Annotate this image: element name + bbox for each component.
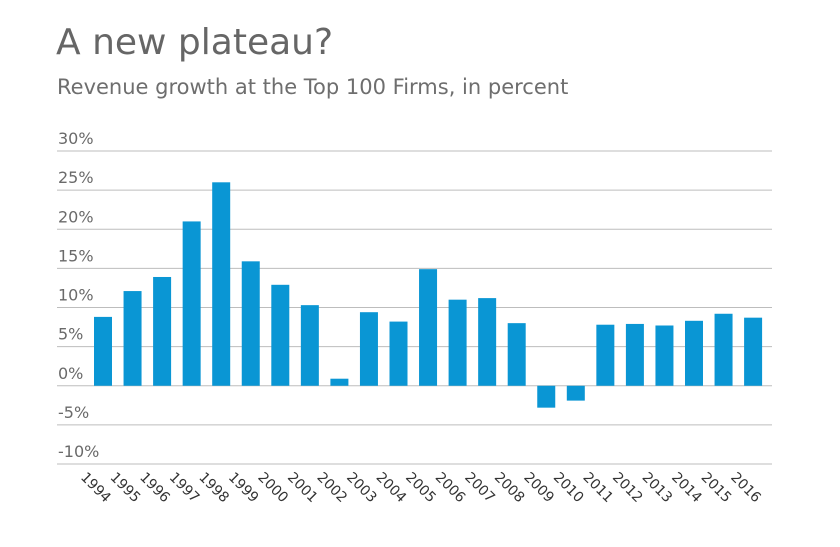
x-tick-label: 2015 bbox=[698, 470, 735, 507]
bar-2011 bbox=[596, 324, 615, 386]
bar-1997 bbox=[182, 221, 201, 386]
bar-2010 bbox=[566, 385, 585, 401]
y-tick-label: 5% bbox=[58, 325, 83, 344]
bar-2001 bbox=[300, 305, 319, 386]
bar-2013 bbox=[655, 325, 674, 386]
y-tick-label: 25% bbox=[58, 168, 94, 187]
x-tick-label: 2016 bbox=[727, 470, 764, 507]
x-tick-label: 2011 bbox=[580, 470, 617, 507]
y-tick-label: 10% bbox=[58, 286, 94, 305]
x-tick-label: 1999 bbox=[225, 470, 262, 507]
x-tick-label: 2000 bbox=[254, 470, 291, 507]
x-axis-ticks: 1994199519961997199819992000200120022003… bbox=[77, 470, 764, 507]
bar-2004 bbox=[389, 321, 408, 386]
y-tick-label: -5% bbox=[58, 403, 89, 422]
bar-1995 bbox=[123, 291, 142, 386]
y-tick-label: 20% bbox=[58, 207, 94, 226]
x-tick-label: 2012 bbox=[609, 470, 646, 507]
bar-2000 bbox=[271, 284, 290, 386]
bar-1998 bbox=[212, 182, 231, 386]
bars bbox=[94, 182, 763, 408]
y-tick-label: 15% bbox=[58, 246, 94, 265]
bar-2015 bbox=[714, 313, 733, 386]
x-tick-label: 2002 bbox=[314, 470, 351, 507]
bar-2005 bbox=[419, 269, 438, 386]
bar-2006 bbox=[448, 299, 467, 386]
bar-1996 bbox=[153, 276, 172, 386]
y-axis-ticks: 30% 25% 20% 15% 10% 5% 0% -5% -10% bbox=[58, 129, 99, 461]
x-tick-label: 1996 bbox=[136, 470, 173, 507]
x-tick-label: 2014 bbox=[668, 470, 705, 507]
x-tick-label: 1998 bbox=[195, 470, 232, 507]
x-tick-label: 1995 bbox=[107, 470, 144, 507]
x-tick-label: 1997 bbox=[166, 470, 203, 507]
x-tick-label: 2005 bbox=[402, 470, 439, 507]
bar-2012 bbox=[625, 323, 644, 386]
gridlines bbox=[57, 150, 772, 465]
bar-2003 bbox=[359, 312, 378, 386]
y-tick-label: -10% bbox=[58, 442, 99, 461]
bar-1999 bbox=[241, 261, 260, 386]
x-tick-label: 2006 bbox=[432, 470, 469, 507]
y-tick-label: 30% bbox=[58, 129, 94, 148]
x-tick-label: 2004 bbox=[373, 470, 410, 507]
x-tick-label: 2008 bbox=[491, 470, 528, 507]
x-tick-label: 2007 bbox=[461, 470, 498, 507]
chart-title: A new plateau? bbox=[56, 22, 334, 63]
x-tick-label: 2013 bbox=[639, 470, 676, 507]
x-tick-label: 1994 bbox=[77, 470, 114, 507]
x-tick-label: 2009 bbox=[520, 470, 557, 507]
x-tick-label: 2001 bbox=[284, 470, 321, 507]
chart-subtitle: Revenue growth at the Top 100 Firms, in … bbox=[57, 75, 569, 99]
bar-2007 bbox=[478, 298, 497, 386]
x-tick-label: 2010 bbox=[550, 470, 587, 507]
bar-2008 bbox=[507, 323, 526, 386]
x-tick-label: 2003 bbox=[343, 470, 380, 507]
bar-2016 bbox=[744, 317, 763, 386]
bar-2014 bbox=[685, 320, 703, 386]
bar-2009 bbox=[537, 385, 556, 408]
bar-1994 bbox=[94, 316, 112, 386]
y-tick-label: 0% bbox=[58, 364, 83, 383]
bar-2002 bbox=[330, 378, 349, 386]
